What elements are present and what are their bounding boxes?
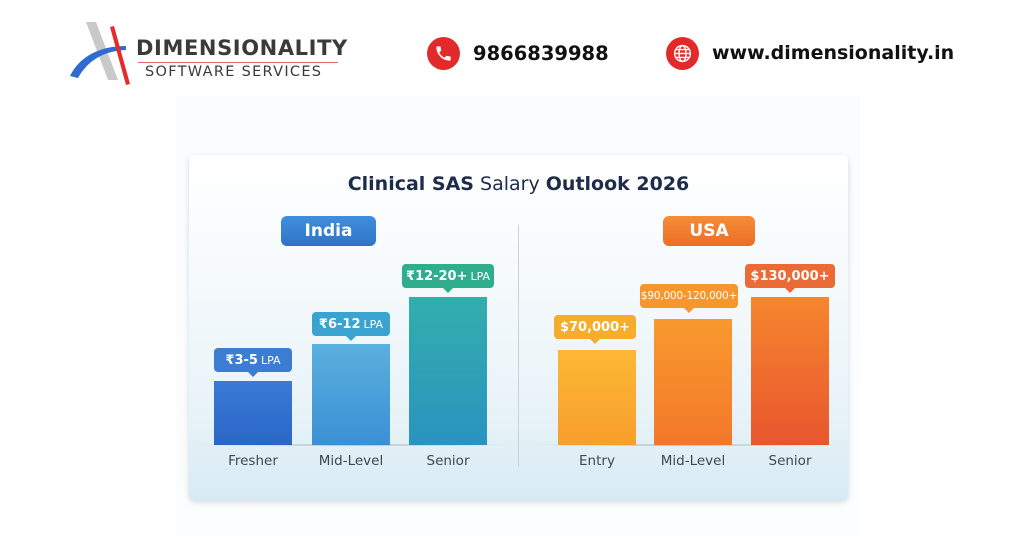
india-category-fresher: Fresher: [228, 453, 278, 469]
value-text: 3-5: [234, 352, 258, 368]
usa-bar-senior: [751, 297, 829, 445]
title-part-bold-2: Outlook 2026: [545, 173, 690, 195]
unit-text: LPA: [470, 269, 491, 283]
value-text: $90,000-120,000+: [640, 290, 738, 302]
dimensionality-logo-icon: [70, 22, 130, 85]
india-category-senior: Senior: [426, 453, 470, 469]
phone-icon: [427, 36, 460, 70]
value-text: 12-20+: [414, 268, 468, 284]
usa-value-senior: $130,000+: [745, 264, 835, 293]
company-logo: DIMENSIONALITY SOFTWARE SERVICES: [66, 20, 356, 86]
unit-text: LPA: [260, 353, 281, 367]
india-baseline: [199, 444, 509, 446]
unit-text: LPA: [363, 317, 384, 331]
rupee-symbol: ₹: [318, 316, 328, 332]
usa-value-midlevel: $90,000-120,000+: [640, 284, 738, 313]
value-text: $130,000+: [750, 268, 830, 284]
india-bar-senior: [409, 297, 487, 445]
phone-contact[interactable]: 9866839988: [427, 36, 609, 70]
phone-number: 9866839988: [473, 41, 609, 65]
india-value-midlevel: ₹6-12 LPA: [312, 312, 390, 341]
india-category-midlevel: Mid-Level: [318, 453, 384, 469]
title-part-bold-1: Clinical SAS: [347, 173, 474, 195]
rupee-symbol: ₹: [225, 352, 235, 368]
india-bar-midlevel: [312, 344, 390, 445]
india-value-senior: ₹12-20+ LPA: [402, 264, 494, 293]
usa-bar-midlevel: [654, 319, 732, 445]
india-bar-fresher: [214, 381, 292, 445]
chart-title: Clinical SAS Salary Outlook 2026: [189, 173, 848, 195]
usa-baseline: [534, 444, 834, 446]
usa-category-entry: Entry: [579, 453, 615, 469]
logo-subtitle: SOFTWARE SERVICES: [145, 64, 323, 80]
india-group-label: India: [281, 216, 376, 246]
value-text: 6-12: [327, 316, 361, 332]
usa-group-label: USA: [663, 216, 755, 246]
website-contact[interactable]: www.dimensionality.in: [666, 36, 954, 70]
usa-value-entry: $70,000+: [554, 315, 636, 344]
group-divider: [518, 225, 519, 467]
logo-title: DIMENSIONALITY: [136, 36, 348, 60]
globe-icon: [666, 36, 699, 70]
usa-category-midlevel: Mid-Level: [660, 453, 726, 469]
value-text: $70,000+: [559, 319, 631, 335]
salary-chart-card: Clinical SAS Salary Outlook 2026 India U…: [189, 155, 848, 500]
usa-bar-entry: [558, 350, 636, 445]
india-value-fresher: ₹3-5 LPA: [214, 348, 292, 377]
website-url: www.dimensionality.in: [712, 42, 955, 64]
usa-category-senior: Senior: [768, 453, 812, 469]
logo-divider: [138, 62, 338, 63]
rupee-symbol: ₹: [405, 268, 415, 284]
title-part-light: Salary: [474, 173, 546, 195]
